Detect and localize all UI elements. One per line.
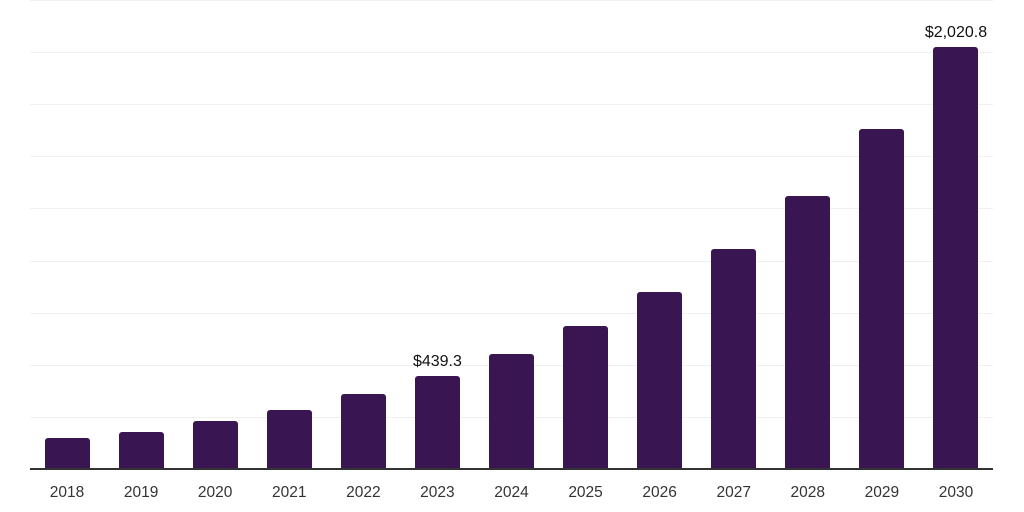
x-tick-label-2021: 2021 bbox=[272, 484, 307, 501]
bar-2028 bbox=[785, 195, 831, 468]
x-tick-label-2018: 2018 bbox=[49, 484, 85, 501]
bar-value-label-2030: $2,020.8 bbox=[924, 23, 988, 41]
bar-2023 bbox=[414, 376, 460, 468]
gridline bbox=[30, 52, 993, 54]
bar-2026 bbox=[637, 291, 683, 468]
bar-2019 bbox=[118, 431, 164, 468]
x-tick-label-2029: 2029 bbox=[864, 484, 900, 501]
x-tick-label-2019: 2019 bbox=[123, 484, 159, 501]
bar-2024 bbox=[489, 354, 534, 468]
gridline bbox=[30, 104, 993, 106]
x-axis-tick-labels: 2018 2019 2020 2021 2022 2023 2024 2025 2026 2027… bbox=[30, 484, 993, 504]
bar-2022 bbox=[340, 394, 386, 468]
x-tick-label-2020: 2020 bbox=[197, 484, 233, 501]
bar-2021 bbox=[266, 409, 312, 468]
gridline bbox=[30, 156, 993, 158]
bar-2029 bbox=[859, 129, 905, 468]
plot-area: $439.3 $2,020.8 bbox=[30, 0, 993, 470]
bar-2027 bbox=[711, 249, 757, 468]
x-axis-line bbox=[30, 468, 993, 470]
bar-2030 bbox=[933, 46, 979, 468]
x-tick-label-2027: 2027 bbox=[716, 484, 751, 501]
x-tick-label-2022: 2022 bbox=[346, 484, 381, 501]
x-tick-label-2025: 2025 bbox=[568, 484, 603, 501]
x-tick-label-2026: 2026 bbox=[642, 484, 677, 501]
bar-2018 bbox=[44, 437, 90, 468]
x-tick-label-2028: 2028 bbox=[790, 484, 826, 501]
gridline bbox=[30, 260, 993, 262]
gridline bbox=[30, 0, 993, 1]
bar-2020 bbox=[192, 421, 238, 468]
bar-value-label-2023: $439.3 bbox=[412, 353, 462, 371]
x-tick-label-2030: 2030 bbox=[938, 484, 974, 501]
gridline bbox=[30, 208, 993, 210]
gridline bbox=[30, 312, 993, 314]
bar-2025 bbox=[563, 326, 609, 468]
x-tick-label-2023: 2023 bbox=[420, 484, 455, 501]
x-tick-label-2024: 2024 bbox=[494, 484, 529, 501]
